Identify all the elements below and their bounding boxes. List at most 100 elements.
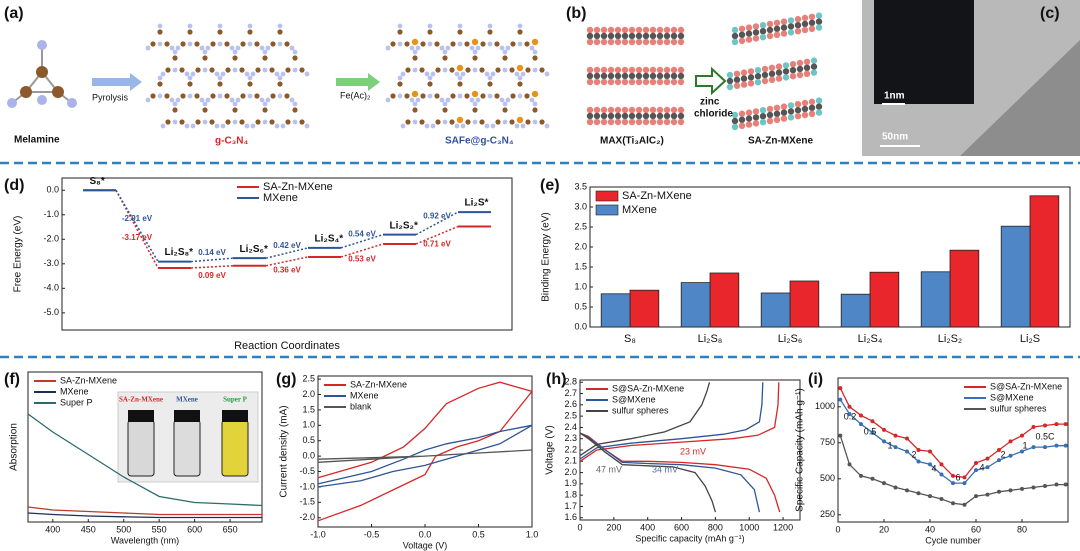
atom (202, 67, 208, 73)
point (838, 397, 843, 402)
point (893, 445, 898, 450)
atom (789, 60, 797, 68)
atom (628, 72, 636, 80)
atom (731, 117, 739, 125)
atom (808, 98, 816, 106)
y-axis-label: Free Energy (eV) (13, 216, 24, 293)
x-tick-label: -1.0 (310, 529, 326, 539)
point (870, 476, 875, 481)
atom (277, 81, 283, 87)
atom (160, 71, 166, 77)
atom (427, 93, 433, 99)
atom (150, 41, 156, 47)
annotation: 47 mV (596, 464, 622, 474)
atom (250, 123, 256, 129)
atom (607, 38, 615, 46)
atom (304, 71, 310, 77)
point (974, 460, 978, 465)
atom (815, 24, 823, 31)
atom (487, 23, 493, 29)
atom (404, 41, 410, 47)
rate-label: 1 (1022, 440, 1027, 450)
atom (517, 75, 523, 81)
bar (629, 289, 660, 328)
atom (663, 106, 671, 114)
atom (454, 123, 460, 129)
atom (740, 69, 748, 76)
atom (532, 107, 538, 113)
atom (628, 66, 636, 74)
atom (445, 97, 451, 103)
atom (427, 23, 433, 29)
atom (304, 123, 310, 129)
atom (400, 123, 406, 129)
atom (628, 38, 636, 46)
atom (752, 114, 760, 121)
atom (517, 29, 523, 35)
plot-frame (27, 371, 263, 523)
atom (801, 14, 809, 22)
y-tick-label: -2.0 (43, 234, 59, 244)
step-label: 0.54 eV (348, 229, 376, 238)
x-axis-label: Reaction Coordinates (234, 340, 340, 352)
y-tick-label: -1.0 (43, 209, 59, 219)
atom (412, 101, 418, 107)
x-tick-label: 450 (81, 524, 96, 534)
atom (733, 70, 741, 78)
atom (586, 112, 594, 120)
atom (190, 71, 196, 77)
atom (635, 26, 643, 34)
legend-label: sulfur spheres (612, 405, 669, 415)
atom (419, 119, 425, 125)
atom (150, 93, 156, 99)
atom (524, 93, 530, 99)
atom (487, 29, 493, 35)
atom (766, 117, 774, 125)
atom (642, 112, 650, 120)
atom (607, 112, 615, 120)
arrow (336, 73, 380, 91)
rate-label: 1 (887, 440, 892, 450)
lattice (145, 23, 310, 129)
atom (487, 75, 493, 81)
atom (165, 67, 171, 73)
atom (454, 71, 460, 77)
atom (232, 55, 238, 61)
atom (164, 41, 170, 47)
bar (789, 280, 820, 328)
atom (225, 67, 231, 73)
atom (677, 32, 685, 40)
atom (600, 32, 608, 40)
atom (607, 66, 615, 74)
point (1031, 445, 1036, 450)
x-tick-label: 60 (971, 524, 981, 534)
atom (175, 97, 181, 103)
atom (157, 75, 163, 81)
atom (614, 118, 622, 126)
rate-label: 4 (979, 462, 984, 472)
y-tick-label: 1000 (815, 401, 835, 411)
point (951, 501, 955, 506)
product-label: SAFe@g-C₃N₄ (445, 136, 514, 147)
atom (284, 41, 290, 47)
series-line (27, 506, 262, 516)
atom (172, 55, 178, 61)
atom (787, 17, 795, 24)
point (859, 422, 863, 427)
fe-atom (531, 90, 539, 98)
atom (815, 97, 823, 104)
atom (199, 97, 205, 103)
atom (434, 93, 440, 99)
atom (621, 66, 629, 74)
atom (194, 41, 200, 47)
atom (435, 67, 441, 73)
atom (766, 26, 774, 34)
legend-label: S@MXene (612, 394, 656, 404)
atom (457, 29, 463, 35)
panel-label: (g) (276, 371, 296, 388)
connector (190, 257, 234, 263)
atom (517, 41, 523, 47)
atom (815, 18, 823, 25)
arrow (695, 66, 727, 96)
point (870, 430, 875, 435)
